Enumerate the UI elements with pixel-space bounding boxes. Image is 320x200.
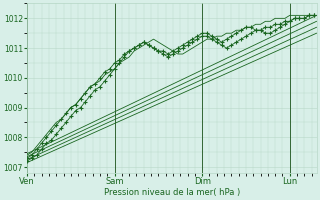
X-axis label: Pression niveau de la mer( hPa ): Pression niveau de la mer( hPa ) <box>104 188 240 197</box>
